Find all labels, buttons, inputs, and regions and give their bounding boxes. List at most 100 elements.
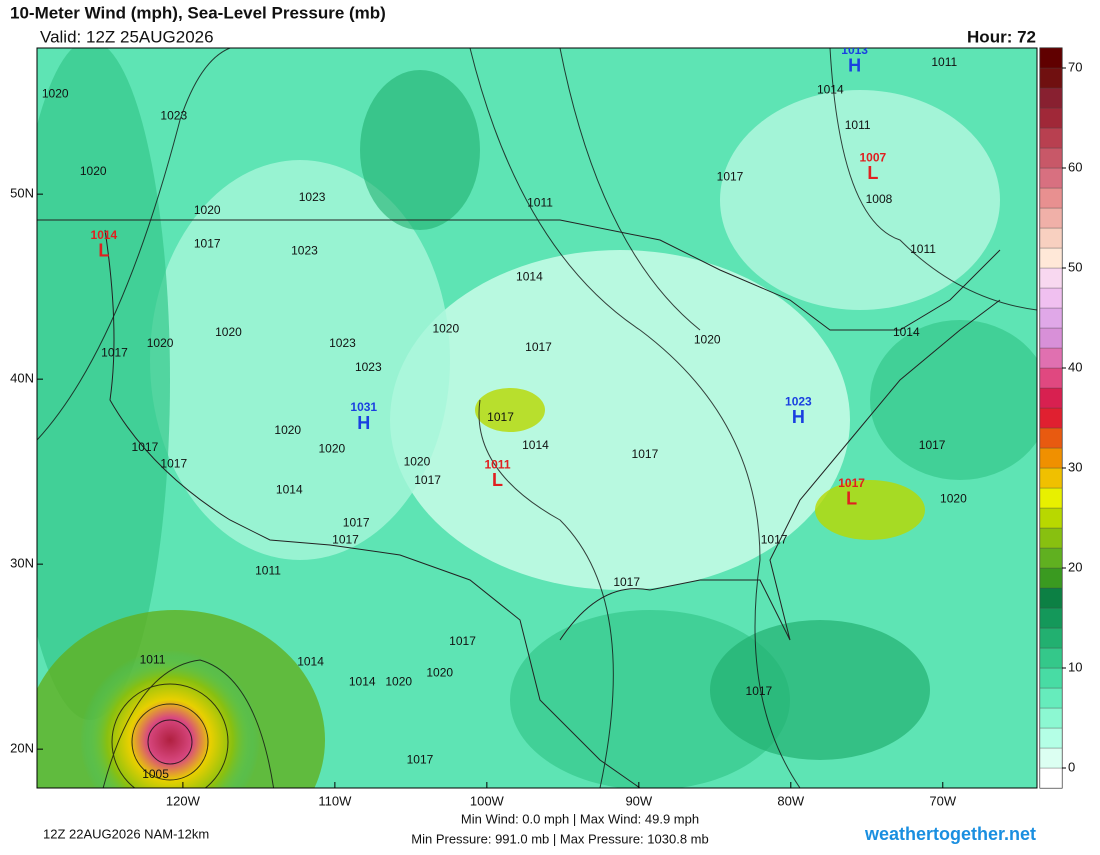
pressure-center-value: 1023	[785, 395, 812, 409]
isobar-label: 1017	[525, 340, 552, 354]
colorbar-tick-label: 50	[1068, 259, 1082, 274]
isobar-label: 1020	[194, 203, 221, 217]
colorbar-band	[1039, 327, 1063, 349]
colorbar-band	[1039, 627, 1063, 649]
wind-area	[710, 620, 930, 760]
colorbar-band	[1039, 567, 1063, 589]
isobar-label: 1017	[132, 440, 159, 454]
isobar-label: 1017	[414, 473, 441, 487]
pressure-center-symbol: H	[792, 407, 805, 427]
model-run: 12Z 22AUG2026 NAM-12km	[43, 826, 209, 841]
colorbar-band	[1039, 707, 1063, 729]
isobar-label: 1017	[194, 236, 221, 250]
isobar-label: 1020	[215, 325, 242, 339]
isobar-label: 1020	[42, 86, 69, 100]
colorbar-band	[1039, 607, 1063, 629]
colorbar-band	[1039, 747, 1063, 769]
colorbar-band	[1039, 267, 1063, 289]
calm-area	[150, 160, 450, 560]
isobar-label: 1017	[487, 410, 514, 424]
lat-tick-label: 50N	[10, 186, 34, 201]
wind-area	[360, 70, 480, 230]
colorbar-band	[1039, 427, 1063, 449]
isobar-label: 1020	[147, 336, 174, 350]
title: 10-Meter Wind (mph), Sea-Level Pressure …	[10, 3, 386, 22]
pressure-center-value: 1031	[350, 400, 377, 414]
lat-tick-label: 30N	[10, 556, 34, 571]
lon-tick-label: 90W	[625, 793, 652, 808]
wind-area	[510, 610, 790, 788]
isobar-label: 1020	[274, 423, 301, 437]
colorbar-tick-label: 40	[1068, 359, 1082, 374]
wind-area	[475, 388, 545, 432]
isobar-label: 1020	[694, 332, 721, 346]
isobar-label: 1011	[845, 118, 871, 132]
colorbar-band	[1039, 247, 1063, 269]
hurricane	[80, 650, 260, 788]
map-field	[37, 48, 1037, 788]
pressure-center-value: 1011	[484, 458, 510, 472]
colorbar-band	[1039, 207, 1063, 229]
lon-tick-label: 80W	[777, 793, 804, 808]
forecast-hour: Hour: 72	[967, 27, 1036, 46]
pressure-center-value: 1017	[838, 476, 865, 490]
isobar-label: 1017	[101, 345, 128, 359]
isobar-label: 1011	[931, 55, 957, 69]
isobar-label: 1020	[426, 665, 453, 679]
colorbar-band	[1039, 527, 1063, 549]
colorbar-band	[1039, 367, 1063, 389]
colorbar-band	[1039, 447, 1063, 469]
colorbar-band	[1039, 667, 1063, 689]
isobar-label: 1023	[299, 190, 326, 204]
isobar-label: 1017	[160, 456, 187, 470]
map-frame	[36, 47, 1038, 789]
isobar-label: 1011	[910, 242, 936, 256]
colorbar-tick-label: 0	[1068, 759, 1075, 774]
lat-tick-label: 40N	[10, 371, 34, 386]
isobar-label: 1017	[761, 532, 788, 546]
pressure-center-symbol: H	[357, 413, 370, 433]
wind-stats: Min Wind: 0.0 mph | Max Wind: 49.9 mph	[461, 811, 699, 826]
colorbar-tick-label: 20	[1068, 559, 1082, 574]
wind-area	[815, 480, 925, 540]
isobars	[37, 48, 1037, 788]
colorbar-band	[1039, 407, 1063, 429]
colorbar-band	[1039, 87, 1063, 109]
pressure-center-value: 1007	[860, 150, 887, 164]
isobar-label: 1014	[276, 482, 303, 496]
pressure-center-symbol: L	[846, 489, 857, 509]
colorbar-band	[1039, 47, 1063, 69]
colorbar-band	[1039, 587, 1063, 609]
isobar-label: 1020	[80, 164, 107, 178]
lon-tick-label: 70W	[929, 793, 956, 808]
isobar-label: 1020	[318, 442, 345, 456]
valid-time: Valid: 12Z 25AUG2026	[40, 27, 214, 46]
isobar-label: 1020	[432, 321, 459, 335]
colorbar-band	[1039, 227, 1063, 249]
colorbar-band	[1039, 767, 1063, 789]
colorbar-tick-label: 30	[1068, 459, 1082, 474]
colorbar-band	[1039, 487, 1063, 509]
colorbar-tick-label: 60	[1068, 159, 1082, 174]
colorbar-band	[1039, 687, 1063, 709]
isobar-label: 1017	[717, 170, 744, 184]
isobar-label: 1011	[527, 196, 553, 210]
colorbar-band	[1039, 467, 1063, 489]
isobar-label: 1020	[940, 492, 967, 506]
pressure-center-value: 1014	[91, 228, 118, 242]
isobar-label: 1023	[329, 336, 356, 350]
colorbar-band	[1039, 727, 1063, 749]
pressure-center-value: 1013	[841, 43, 868, 57]
isobar-label: 1014	[522, 438, 549, 452]
isobar-label: 1014	[349, 675, 376, 689]
isobar-label: 1020	[385, 675, 412, 689]
colorbar-band	[1039, 307, 1063, 329]
isobar-label: 1017	[632, 447, 659, 461]
colorbar-band	[1039, 287, 1063, 309]
pressure-center-symbol: L	[492, 470, 503, 490]
isobar-label: 1014	[817, 83, 844, 97]
isobar-label: 1017	[613, 575, 640, 589]
isobar-label: 1008	[866, 192, 893, 206]
pressure-center-symbol: L	[98, 241, 109, 261]
